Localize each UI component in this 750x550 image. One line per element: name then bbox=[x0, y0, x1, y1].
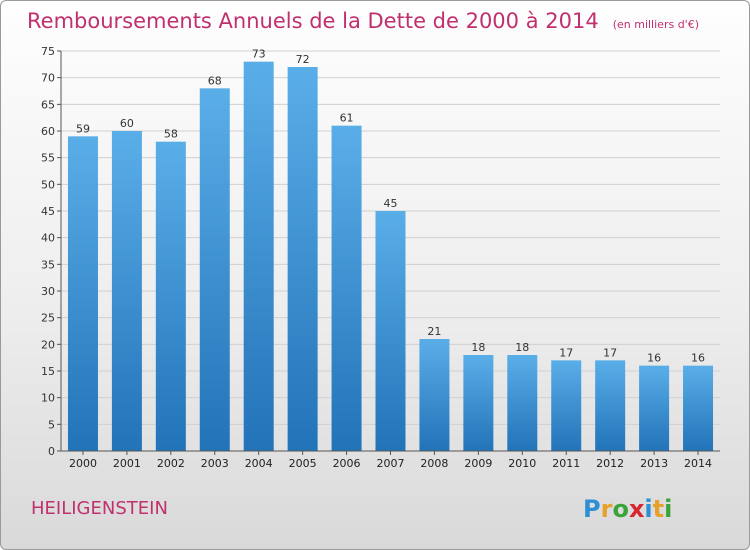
x-tick-label-2009: 2009 bbox=[464, 457, 492, 470]
chart-unit-note: (en milliers d'€) bbox=[613, 18, 699, 31]
logo-letter: i bbox=[644, 495, 652, 523]
y-tick-label: 25 bbox=[41, 312, 55, 325]
value-label-2000: 59 bbox=[76, 122, 90, 135]
x-tick-label-2007: 2007 bbox=[377, 457, 405, 470]
bar-2014 bbox=[683, 365, 714, 451]
value-label-2011: 17 bbox=[559, 346, 573, 359]
x-tick-label-2013: 2013 bbox=[640, 457, 668, 470]
logo-letter: i bbox=[664, 495, 672, 523]
x-tick-label-2006: 2006 bbox=[333, 457, 361, 470]
logo-letter: t bbox=[653, 495, 664, 523]
bar-2000 bbox=[67, 136, 98, 452]
x-tick-label-2008: 2008 bbox=[420, 457, 448, 470]
x-tick-label-2002: 2002 bbox=[157, 457, 185, 470]
commune-name: HEILIGENSTEIN bbox=[31, 498, 168, 519]
logo-letter: x bbox=[629, 495, 645, 523]
value-label-2007: 45 bbox=[384, 197, 398, 210]
value-label-2005: 72 bbox=[296, 53, 310, 66]
y-tick-label: 0 bbox=[48, 445, 55, 458]
bar-2005 bbox=[287, 67, 318, 451]
y-tick-label: 40 bbox=[41, 232, 55, 245]
logo-letter: o bbox=[612, 495, 629, 523]
y-tick-label: 50 bbox=[41, 178, 55, 191]
y-tick-label: 70 bbox=[41, 72, 55, 85]
y-tick-label: 35 bbox=[41, 258, 55, 271]
value-label-2003: 68 bbox=[208, 74, 222, 87]
bar-2006 bbox=[331, 125, 362, 452]
bar-2012 bbox=[595, 360, 626, 451]
logo-letter: r bbox=[601, 495, 613, 523]
y-tick-label: 65 bbox=[41, 98, 55, 111]
x-tick-label-2000: 2000 bbox=[69, 457, 97, 470]
value-label-2012: 17 bbox=[603, 346, 617, 359]
y-tick-label: 15 bbox=[41, 365, 55, 378]
bar-2011 bbox=[551, 360, 582, 451]
x-tick-label-2014: 2014 bbox=[684, 457, 712, 470]
value-label-2013: 16 bbox=[647, 352, 661, 365]
y-tick-label: 55 bbox=[41, 152, 55, 165]
x-tick-label-2012: 2012 bbox=[596, 457, 624, 470]
value-label-2009: 18 bbox=[471, 341, 485, 354]
value-label-2004: 73 bbox=[252, 48, 266, 61]
x-axis-ticks: 2000 2001 2002 2003 2004 2005 2006 2007 2008 2009… bbox=[69, 451, 712, 470]
x-tick-label-2003: 2003 bbox=[201, 457, 229, 470]
chart-title-text: Remboursements Annuels de la Dette de 20… bbox=[27, 9, 599, 33]
value-label-2010: 18 bbox=[515, 341, 529, 354]
y-tick-label: 30 bbox=[41, 285, 55, 298]
axes bbox=[60, 51, 720, 452]
bar-2003 bbox=[199, 88, 230, 451]
value-label-2002: 58 bbox=[164, 128, 178, 141]
bar-2004 bbox=[243, 61, 274, 452]
bar-2008 bbox=[419, 339, 450, 451]
bars: 59 60 58 68 73 72 61 45 21 18 18 17 17 16 16 bbox=[67, 48, 714, 452]
x-tick-label-2010: 2010 bbox=[508, 457, 536, 470]
y-tick-label: 75 bbox=[41, 45, 55, 58]
value-label-2001: 60 bbox=[120, 117, 134, 130]
y-tick-label: 5 bbox=[48, 418, 55, 431]
value-label-2008: 21 bbox=[427, 325, 441, 338]
y-tick-label: 20 bbox=[41, 338, 55, 351]
bar-2013 bbox=[639, 365, 670, 451]
y-tick-label: 10 bbox=[41, 392, 55, 405]
bar-2007 bbox=[375, 211, 406, 451]
y-axis-ticks: 0 5 10 15 20 25 30 35 40 45 50 55 60 65 70 75 bbox=[41, 45, 61, 458]
y-tick-label: 45 bbox=[41, 205, 55, 218]
x-tick-label-2005: 2005 bbox=[289, 457, 317, 470]
x-tick-label-2001: 2001 bbox=[113, 457, 141, 470]
x-tick-label-2011: 2011 bbox=[552, 457, 580, 470]
x-tick-label-2004: 2004 bbox=[245, 457, 273, 470]
proxiti-logo: Proxiti bbox=[583, 495, 672, 523]
chart-title: Remboursements Annuels de la Dette de 20… bbox=[27, 9, 699, 33]
bar-2009 bbox=[463, 355, 494, 451]
logo-letter: P bbox=[583, 495, 601, 523]
value-label-2014: 16 bbox=[691, 352, 705, 365]
y-tick-label: 60 bbox=[41, 125, 55, 138]
bar-2001 bbox=[111, 131, 142, 451]
bar-2010 bbox=[507, 355, 538, 451]
value-label-2006: 61 bbox=[340, 112, 354, 125]
bar-2002 bbox=[155, 141, 186, 451]
